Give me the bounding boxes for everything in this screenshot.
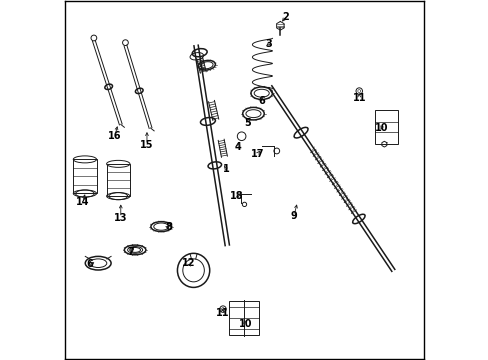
- Text: 15: 15: [140, 140, 153, 150]
- Text: 14: 14: [76, 197, 89, 207]
- Text: 10: 10: [374, 123, 387, 133]
- Text: 10: 10: [238, 319, 251, 329]
- Text: 4: 4: [234, 142, 241, 152]
- Text: 6: 6: [258, 96, 264, 106]
- Text: 7: 7: [127, 247, 134, 257]
- Bar: [73, 159, 96, 193]
- Text: 16: 16: [108, 131, 121, 141]
- Text: 12: 12: [182, 258, 195, 268]
- Text: 13: 13: [114, 213, 127, 222]
- Text: 11: 11: [215, 309, 228, 318]
- Text: 5: 5: [244, 118, 250, 128]
- Bar: [229, 301, 258, 335]
- Bar: [106, 164, 130, 196]
- Text: 11: 11: [352, 93, 365, 103]
- Bar: [374, 110, 397, 144]
- Text: 3: 3: [265, 39, 272, 49]
- Text: 9: 9: [290, 211, 297, 221]
- Text: 17: 17: [250, 149, 264, 159]
- Text: 2: 2: [282, 12, 288, 22]
- Text: 6: 6: [86, 259, 93, 269]
- Text: 18: 18: [229, 191, 243, 201]
- Text: 1: 1: [223, 164, 229, 174]
- Text: 8: 8: [164, 222, 172, 232]
